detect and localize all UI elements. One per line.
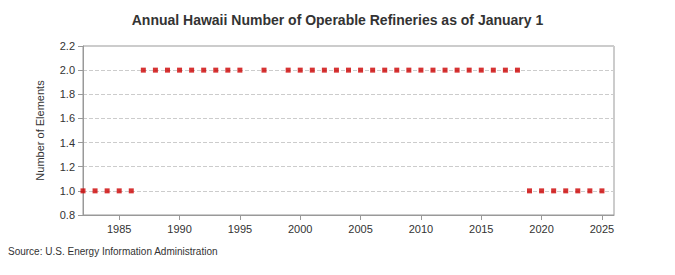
svg-text:1.4: 1.4 [60,137,75,149]
svg-text:1.2: 1.2 [60,161,75,173]
svg-text:2.2: 2.2 [60,40,75,52]
svg-text:2010: 2010 [409,223,433,235]
svg-text:2.0: 2.0 [60,64,75,76]
svg-text:1995: 1995 [228,223,252,235]
svg-text:2015: 2015 [469,223,493,235]
svg-text:2020: 2020 [529,223,553,235]
svg-text:2005: 2005 [348,223,372,235]
svg-text:1985: 1985 [107,223,131,235]
svg-text:2025: 2025 [590,223,614,235]
svg-text:Source: U.S. Energy Informatio: Source: U.S. Energy Information Administ… [8,246,218,257]
svg-text:1.8: 1.8 [60,88,75,100]
svg-text:1990: 1990 [167,223,191,235]
svg-text:1.0: 1.0 [60,185,75,197]
svg-text:1.6: 1.6 [60,112,75,124]
svg-text:0.8: 0.8 [60,209,75,221]
svg-text:Annual Hawaii Number of Operab: Annual Hawaii Number of Operable Refiner… [132,12,544,28]
svg-text:Number of Elements: Number of Elements [34,80,46,181]
svg-text:2000: 2000 [288,223,312,235]
